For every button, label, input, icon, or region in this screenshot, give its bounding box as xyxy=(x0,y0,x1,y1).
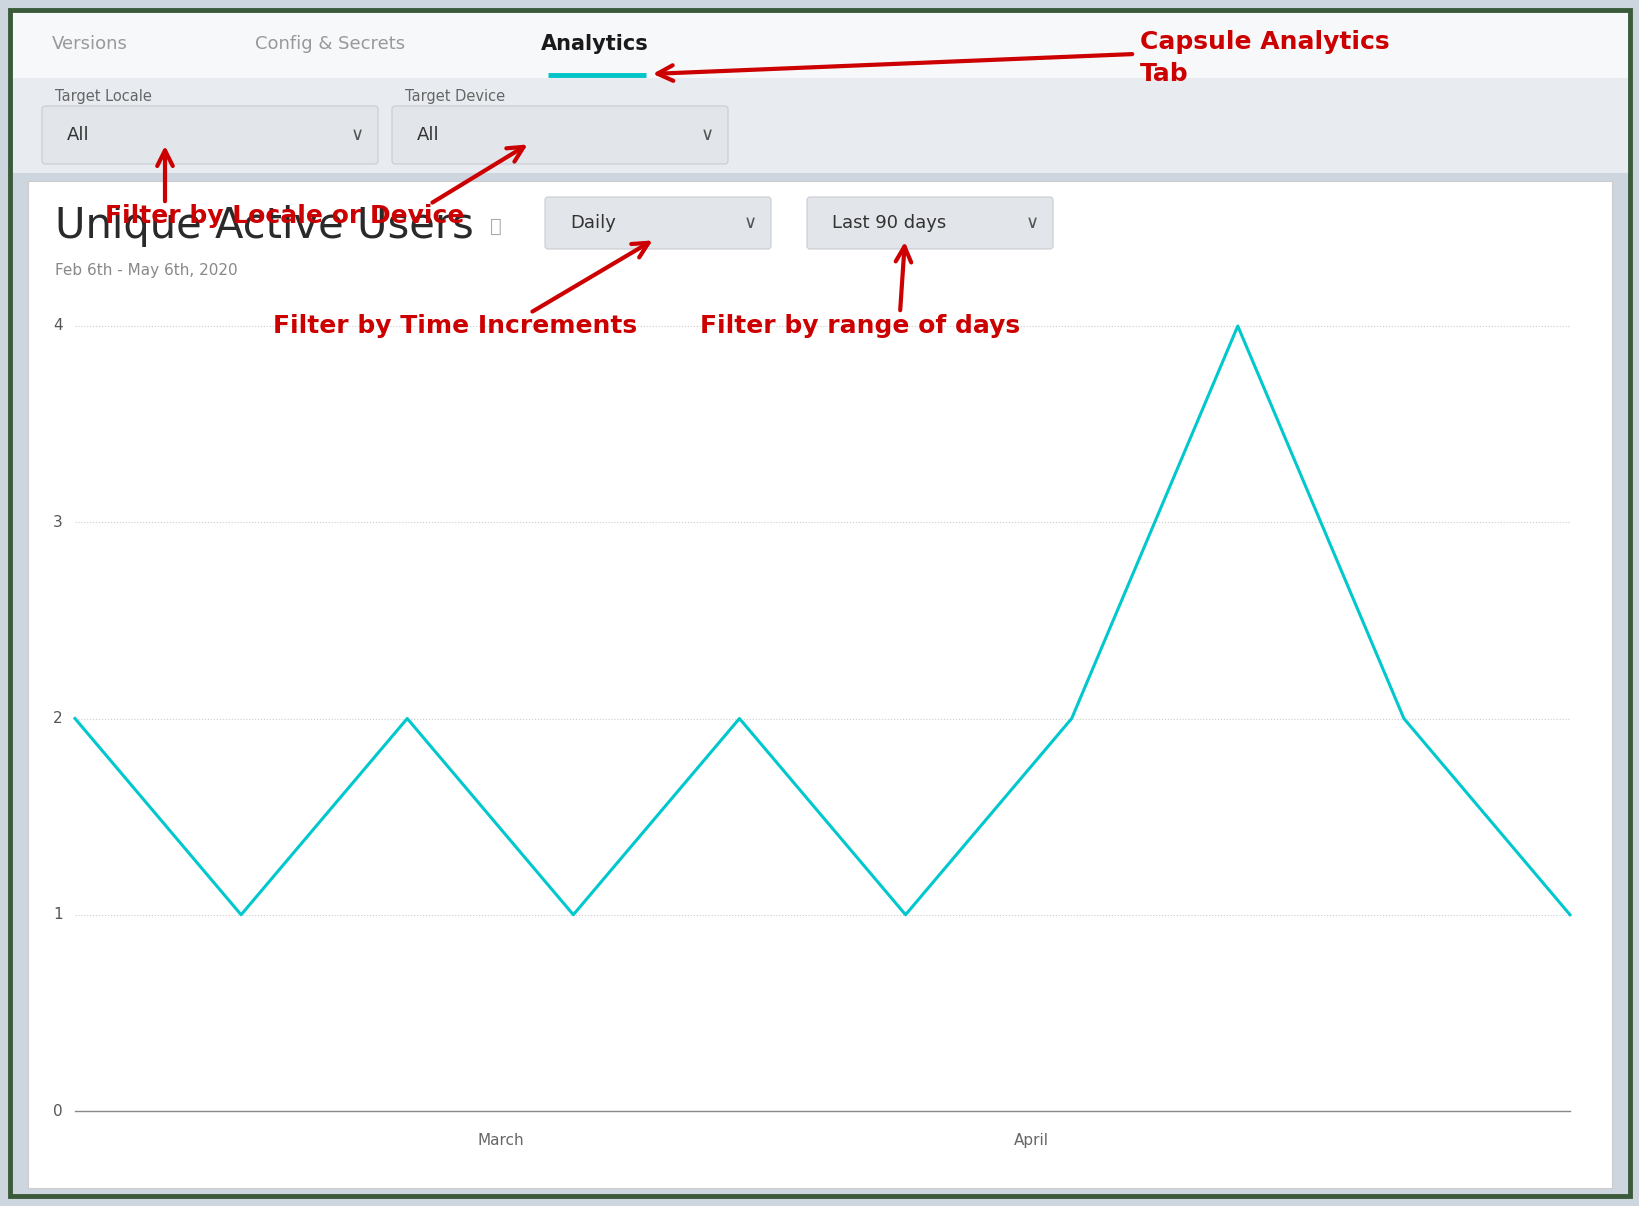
Text: All: All xyxy=(67,125,90,144)
Text: ∨: ∨ xyxy=(742,213,756,232)
Bar xyxy=(11,78,1628,172)
Text: Filter by Locale or Device: Filter by Locale or Device xyxy=(105,204,464,228)
Text: 3: 3 xyxy=(52,515,62,529)
Text: Filter by Time Increments: Filter by Time Increments xyxy=(272,314,636,338)
Text: March: March xyxy=(477,1132,524,1148)
FancyBboxPatch shape xyxy=(806,197,1052,248)
Text: Target Device: Target Device xyxy=(405,88,505,104)
Text: Capsule Analytics
Tab: Capsule Analytics Tab xyxy=(1139,30,1388,86)
Text: ⓘ: ⓘ xyxy=(490,217,502,235)
Text: Target Locale: Target Locale xyxy=(56,88,152,104)
Text: Feb 6th - May 6th, 2020: Feb 6th - May 6th, 2020 xyxy=(56,263,238,279)
Text: ∨: ∨ xyxy=(351,125,364,144)
Text: Filter by range of days: Filter by range of days xyxy=(700,314,1019,338)
Text: Unique Active Users: Unique Active Users xyxy=(56,205,474,247)
Text: Versions: Versions xyxy=(52,35,128,53)
Text: Analytics: Analytics xyxy=(541,34,649,54)
Bar xyxy=(28,181,1611,1188)
Text: ∨: ∨ xyxy=(700,125,713,144)
Text: 0: 0 xyxy=(54,1103,62,1118)
FancyBboxPatch shape xyxy=(544,197,770,248)
Text: 1: 1 xyxy=(54,907,62,923)
FancyBboxPatch shape xyxy=(392,106,728,164)
Text: All: All xyxy=(416,125,439,144)
Text: April: April xyxy=(1013,1132,1049,1148)
FancyBboxPatch shape xyxy=(43,106,377,164)
Text: 4: 4 xyxy=(54,318,62,334)
Text: Last 90 days: Last 90 days xyxy=(831,213,946,232)
Text: ∨: ∨ xyxy=(1024,213,1037,232)
Text: 2: 2 xyxy=(54,712,62,726)
Text: Daily: Daily xyxy=(570,213,616,232)
Bar xyxy=(11,10,1628,78)
Text: Config & Secrets: Config & Secrets xyxy=(254,35,405,53)
